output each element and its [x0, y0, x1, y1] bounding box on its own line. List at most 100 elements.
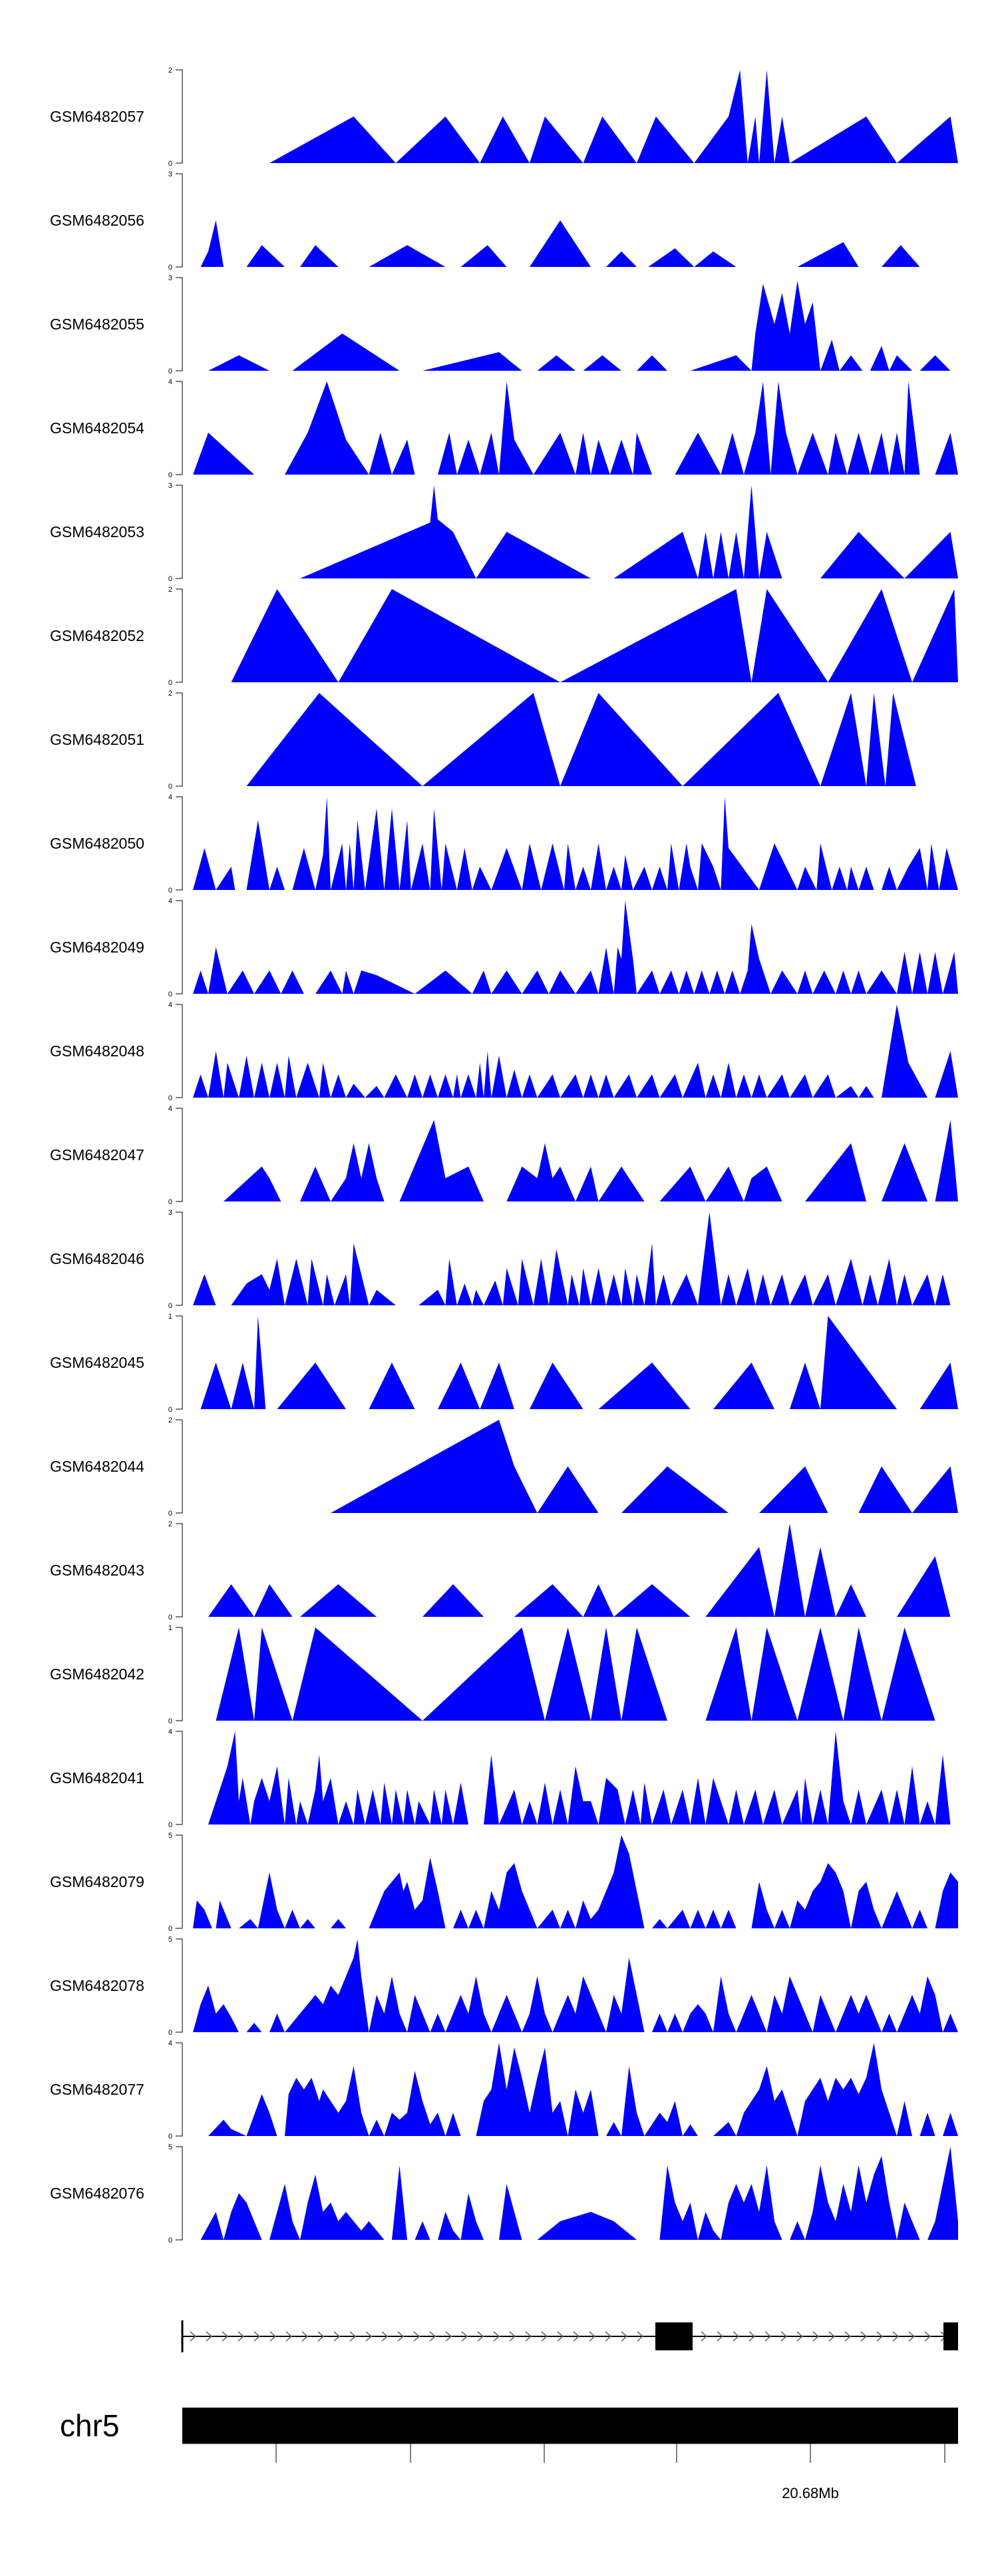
track-label: GSM6482044	[50, 1458, 144, 1475]
axis-position-label: 20.68Mb	[782, 2485, 839, 2501]
track-label: GSM6482052	[50, 627, 144, 644]
gene-model	[181, 2320, 958, 2352]
y-axis-min-tick: 0	[168, 1094, 172, 1102]
coverage-area	[193, 1212, 958, 1305]
strand-arrow	[429, 2331, 436, 2342]
y-axis-min-tick: 0	[168, 367, 172, 375]
strand-arrow	[796, 2331, 804, 2342]
track-label: GSM6482078	[50, 1977, 144, 1994]
y-axis-min-tick: 0	[168, 2237, 172, 2245]
track-GSM6482044: GSM6482044 2 0	[50, 1416, 958, 1518]
track-GSM6482050: GSM6482050 4 0	[50, 793, 958, 895]
y-axis-min-tick: 0	[168, 471, 172, 479]
strand-arrow	[381, 2331, 389, 2342]
y-axis-max-tick: 4	[168, 897, 172, 905]
track-label: GSM6482048	[50, 1042, 144, 1060]
coverage-area	[200, 1316, 958, 1409]
track-GSM6482049: GSM6482049 4 0	[50, 897, 958, 998]
y-axis-min-tick: 0	[168, 1510, 172, 1518]
y-axis-min-tick: 0	[168, 1302, 172, 1310]
coverage-area	[331, 1420, 958, 1513]
track-label: GSM6482054	[50, 419, 144, 437]
track-label: GSM6482057	[50, 108, 144, 125]
y-axis-min-tick: 0	[168, 264, 172, 272]
y-axis-max-tick: 5	[168, 1832, 172, 1840]
track-label: GSM6482047	[50, 1146, 144, 1164]
coverage-tracks: GSM648205720GSM648205630GSM648205530GSM6…	[50, 67, 958, 2245]
y-axis-max-tick: 1	[168, 1313, 172, 1321]
strand-arrow	[238, 2331, 245, 2342]
track-label: GSM6482053	[50, 523, 144, 540]
y-axis-max-tick: 4	[168, 793, 172, 801]
coverage-area	[193, 1939, 958, 2032]
y-axis-min-tick: 0	[168, 887, 172, 895]
y-axis-min-tick: 0	[168, 1198, 172, 1206]
strand-arrow	[285, 2331, 293, 2342]
track-y-axis	[176, 69, 183, 164]
track-y-axis	[176, 796, 183, 891]
y-axis-max-tick: 2	[168, 586, 172, 594]
coverage-area	[246, 693, 958, 786]
track-y-axis	[176, 173, 183, 268]
track-GSM6482041: GSM6482041 4 0	[50, 1728, 958, 1829]
coverage-area	[200, 2147, 958, 2240]
track-GSM6482047: GSM6482047 4 0	[50, 1105, 958, 1206]
strand-arrows	[190, 2331, 947, 2342]
track-y-axis	[176, 1523, 183, 1617]
y-axis-max-tick: 2	[168, 67, 172, 75]
strand-arrow	[860, 2331, 868, 2342]
track-label: GSM6482049	[50, 939, 144, 956]
track-y-axis	[176, 1004, 183, 1098]
chromosome-ideogram: chr5	[60, 2408, 958, 2444]
track-y-axis	[176, 277, 183, 371]
coverage-area	[193, 797, 958, 890]
strand-arrow	[445, 2331, 452, 2342]
track-GSM6482042: GSM6482042 1 0	[50, 1624, 958, 1725]
strand-arrow	[525, 2331, 532, 2342]
strand-arrow	[812, 2331, 820, 2342]
track-GSM6482055: GSM6482055 3 0	[50, 274, 958, 375]
strand-arrow	[509, 2331, 516, 2342]
y-axis-min-tick: 0	[168, 2133, 172, 2141]
gene-exon-1	[655, 2322, 693, 2350]
chromosome-bar	[182, 2408, 958, 2444]
track-GSM6482053: GSM6482053 3 0	[50, 482, 958, 583]
y-axis-max-tick: 2	[168, 1520, 172, 1528]
y-axis-min-tick: 0	[168, 160, 172, 168]
coverage-area	[193, 1835, 958, 1928]
track-y-axis	[176, 692, 183, 787]
track-y-axis	[176, 485, 183, 579]
y-axis-max-tick: 4	[168, 378, 172, 386]
track-y-axis	[176, 1108, 183, 1202]
y-axis-max-tick: 3	[168, 170, 172, 178]
coverage-area	[208, 1731, 958, 1825]
strand-arrow	[573, 2331, 580, 2342]
track-y-axis	[176, 2042, 183, 2137]
strand-arrow	[557, 2331, 564, 2342]
y-axis-min-tick: 0	[168, 1821, 172, 1829]
strand-arrow	[222, 2331, 229, 2342]
gene-exon-2	[943, 2322, 958, 2350]
y-axis-min-tick: 0	[168, 1925, 172, 1933]
strand-arrow	[333, 2331, 341, 2342]
y-axis-min-tick: 0	[168, 1717, 172, 1725]
track-y-axis	[176, 1627, 183, 1721]
track-y-axis	[176, 1419, 183, 1514]
strand-arrow	[349, 2331, 357, 2342]
y-axis-min-tick: 0	[168, 679, 172, 687]
y-axis-max-tick: 3	[168, 274, 172, 282]
track-GSM6482054: GSM6482054 4 0	[50, 378, 958, 479]
track-GSM6482043: GSM6482043 2 0	[50, 1520, 958, 1621]
strand-arrow	[733, 2331, 740, 2342]
coverage-area	[216, 1627, 958, 1721]
chromosome-label: chr5	[60, 2408, 119, 2443]
strand-arrow	[190, 2331, 197, 2342]
track-label: GSM6482077	[50, 2081, 144, 2098]
track-label: GSM6482050	[50, 835, 144, 852]
strand-arrow	[717, 2331, 724, 2342]
strand-arrow	[892, 2331, 900, 2342]
y-axis-max-tick: 4	[168, 1001, 172, 1009]
strand-arrow	[589, 2331, 596, 2342]
coverage-area	[208, 1524, 958, 1617]
y-axis-min-tick: 0	[168, 1406, 172, 1414]
